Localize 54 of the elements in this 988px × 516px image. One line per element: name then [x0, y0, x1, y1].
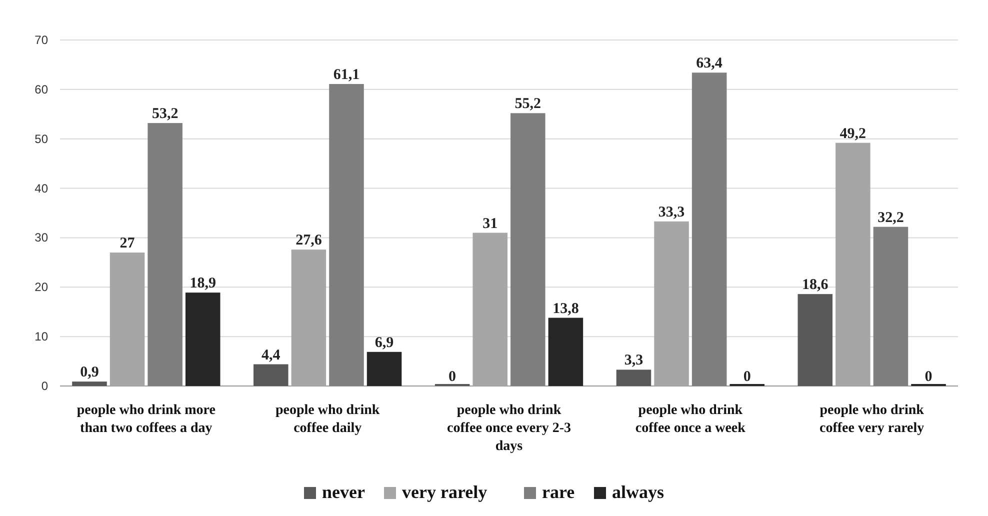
bar	[654, 221, 689, 386]
legend-label: never	[322, 482, 365, 502]
bar	[472, 232, 508, 386]
data-label: 6,9	[374, 334, 394, 351]
legend-label: very rarely	[402, 482, 488, 502]
y-tick-label: 50	[34, 132, 48, 146]
bar	[329, 84, 364, 386]
bar	[366, 352, 402, 386]
x-tick-label: people who drink coffee once a week	[635, 403, 746, 436]
x-tick-label: people who drink coffee daily	[275, 403, 380, 436]
bar	[291, 250, 326, 386]
data-label: 55,2	[514, 96, 542, 112]
x-tick-label: people who drink more than two coffees a day	[76, 403, 216, 436]
x-tick-label: people who drink coffee very rarely	[819, 403, 924, 436]
data-label: 18,6	[802, 277, 829, 294]
bar	[692, 72, 727, 386]
bar	[798, 294, 833, 386]
legend-label: always	[612, 482, 664, 502]
bar	[548, 318, 584, 386]
data-label: 27,6	[296, 232, 322, 249]
y-tick-label: 20	[34, 280, 48, 294]
data-label: 0	[924, 369, 932, 385]
data-label: 0	[743, 369, 751, 385]
bar	[510, 113, 546, 386]
bar	[110, 252, 145, 386]
data-label: 32,2	[878, 210, 904, 226]
data-label: 4,4	[262, 347, 281, 364]
bar	[254, 364, 288, 386]
data-label: 18,9	[190, 276, 216, 292]
bar	[616, 370, 652, 386]
bar	[72, 382, 107, 386]
y-tick-label: 10	[34, 330, 48, 344]
data-label: 49,2	[840, 126, 866, 142]
data-label: 63,4	[696, 56, 723, 72]
x-tick-label: people who drink coffee once every 2-3 days	[447, 403, 571, 454]
bar	[148, 123, 182, 386]
data-label: 0,9	[80, 364, 99, 381]
data-label: 31	[482, 216, 498, 232]
y-tick-label: 70	[34, 33, 48, 47]
bar	[836, 142, 870, 386]
data-label: 61,1	[333, 66, 360, 83]
bar	[873, 226, 908, 386]
y-tick-label: 60	[34, 82, 48, 96]
data-label: 0	[448, 369, 456, 385]
legend-label: rare	[542, 482, 575, 502]
y-tick-label: 30	[34, 230, 48, 245]
y-tick-label: 40	[34, 181, 48, 196]
data-label: 53,2	[152, 106, 178, 122]
y-tick-label: 0	[41, 379, 48, 393]
data-label: 33,3	[658, 204, 685, 220]
bar	[185, 292, 220, 386]
data-label: 27	[120, 236, 136, 252]
data-label: 3,3	[624, 352, 644, 369]
data-label: 13,8	[552, 300, 579, 317]
